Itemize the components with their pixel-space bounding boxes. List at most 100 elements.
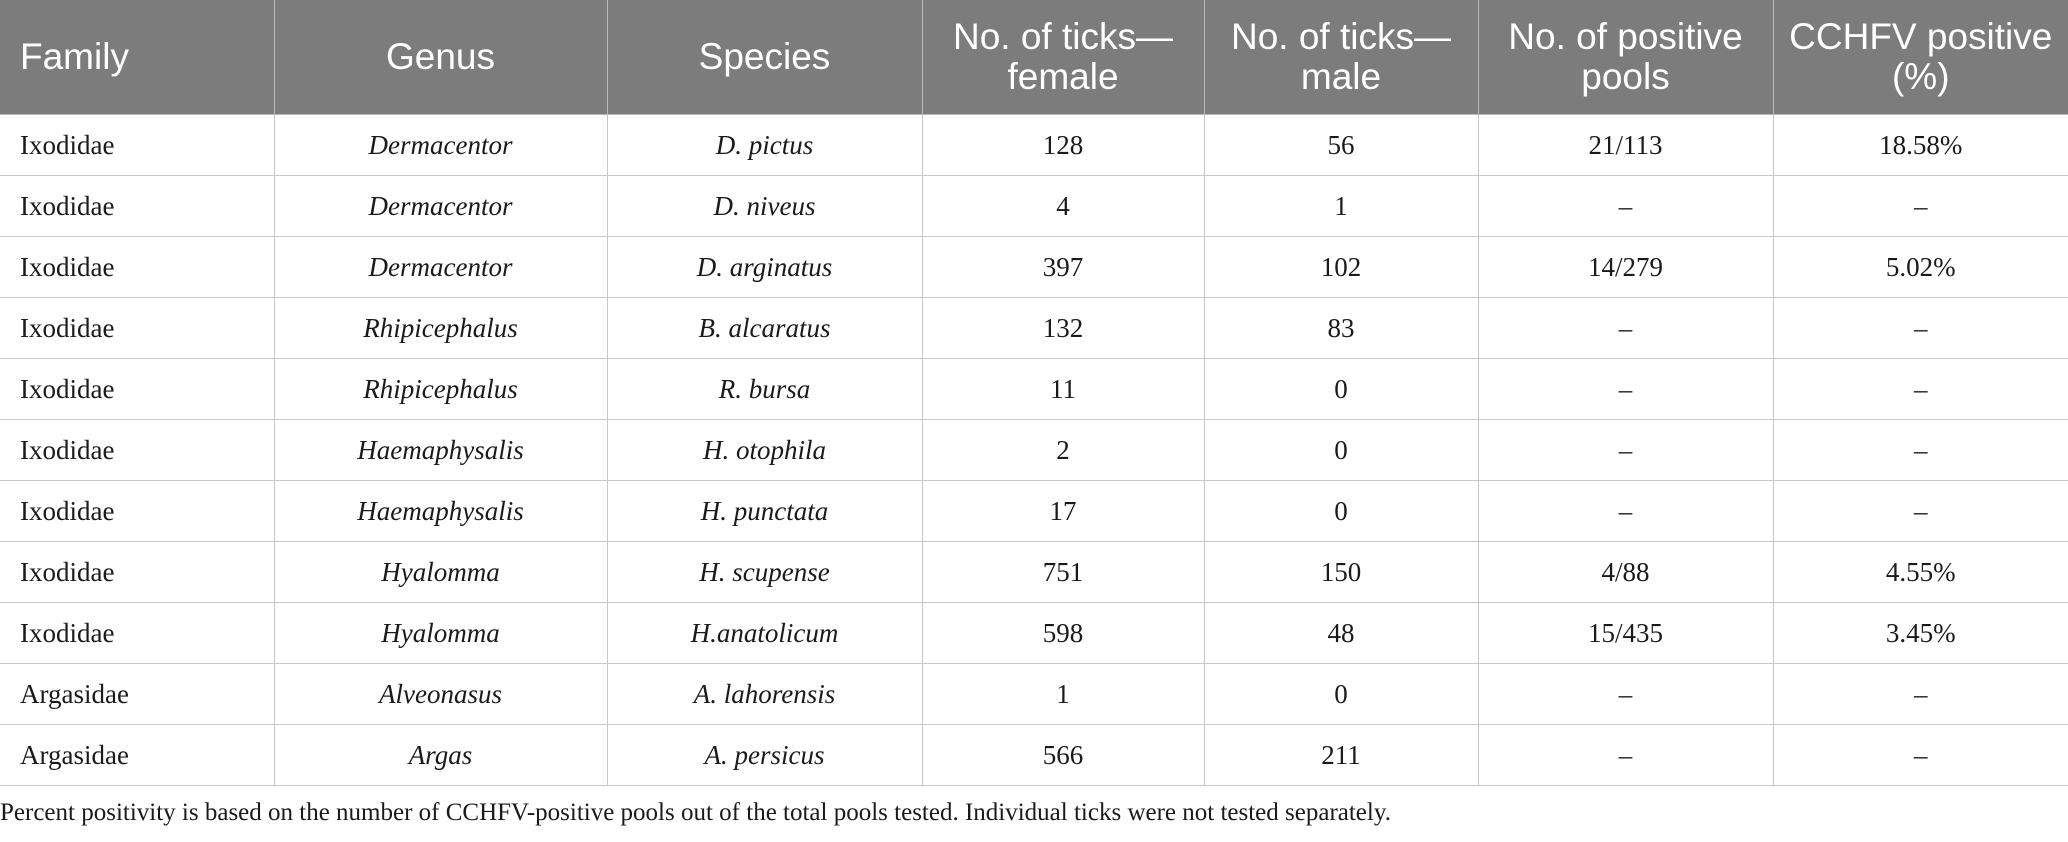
column-header: Species bbox=[607, 0, 923, 115]
female-count-cell: 132 bbox=[922, 297, 1205, 359]
female-count-cell: 17 bbox=[922, 480, 1205, 542]
family-cell: Ixodidae bbox=[0, 114, 275, 176]
column-header: No. of ticks—female bbox=[922, 0, 1205, 115]
positive-percent-cell: 4.55% bbox=[1773, 541, 2068, 603]
female-count-cell: 11 bbox=[922, 358, 1205, 420]
positive-pools-cell: – bbox=[1478, 663, 1774, 725]
table-footnote: Percent positivity is based on the numbe… bbox=[0, 799, 1391, 826]
genus-cell: Dermacentor bbox=[274, 114, 608, 176]
female-count-cell: 751 bbox=[922, 541, 1205, 603]
column-header: No. of positive pools bbox=[1478, 0, 1774, 115]
family-cell: Ixodidae bbox=[0, 358, 275, 420]
family-cell: Argasidae bbox=[0, 663, 275, 725]
female-count-cell: 397 bbox=[922, 236, 1205, 298]
positive-pools-cell: 21/113 bbox=[1478, 114, 1774, 176]
table-row: Ixodidae Hyalomma H.anatolicum 598 48 15/435 3… bbox=[0, 602, 2068, 664]
positive-percent-cell: – bbox=[1773, 480, 2068, 542]
family-cell: Ixodidae bbox=[0, 175, 275, 237]
male-count-cell: 150 bbox=[1204, 541, 1479, 603]
genus-cell: Hyalomma bbox=[274, 602, 608, 664]
male-count-cell: 48 bbox=[1204, 602, 1479, 664]
table-row: Ixodidae Haemaphysalis H. otophila 2 0– – bbox=[0, 419, 2068, 481]
table-row: Ixodidae Dermacentor D. pictus 128 56 21/113 1… bbox=[0, 114, 2068, 176]
family-cell: Ixodidae bbox=[0, 541, 275, 603]
positive-pools-cell: 14/279 bbox=[1478, 236, 1774, 298]
female-count-cell: 128 bbox=[922, 114, 1205, 176]
female-count-cell: 566 bbox=[922, 724, 1205, 786]
family-cell: Ixodidae bbox=[0, 602, 275, 664]
positive-pools-cell: – bbox=[1478, 419, 1774, 481]
species-cell: H. otophila bbox=[607, 419, 923, 481]
positive-percent-cell: – bbox=[1773, 663, 2068, 725]
column-header: No. of ticks—male bbox=[1204, 0, 1479, 115]
tick-table: Family Genus Species No. of ticks—female No.… bbox=[0, 0, 2068, 786]
genus-cell: Rhipicephalus bbox=[274, 297, 608, 359]
positive-percent-cell: 3.45% bbox=[1773, 602, 2068, 664]
male-count-cell: 0 bbox=[1204, 419, 1479, 481]
positive-pools-cell: 15/435 bbox=[1478, 602, 1774, 664]
species-cell: H. scupense bbox=[607, 541, 923, 603]
family-cell: Ixodidae bbox=[0, 480, 275, 542]
male-count-cell: 0 bbox=[1204, 663, 1479, 725]
male-count-cell: 0 bbox=[1204, 480, 1479, 542]
genus-cell: Dermacentor bbox=[274, 175, 608, 237]
positive-percent-cell: 5.02% bbox=[1773, 236, 2068, 298]
table-row: Argasidae Alveonasus A. lahorensis 1 0– – bbox=[0, 663, 2068, 725]
family-cell: Argasidae bbox=[0, 724, 275, 786]
table-body: Ixodidae Dermacentor D. pictus 128 56 21/113 1… bbox=[0, 114, 2068, 786]
female-count-cell: 2 bbox=[922, 419, 1205, 481]
species-cell: B. alcaratus bbox=[607, 297, 923, 359]
genus-cell: Rhipicephalus bbox=[274, 358, 608, 420]
table-row: Ixodidae Rhipicephalus B. alcaratus 132 83– – bbox=[0, 297, 2068, 359]
table-row: Argasidae Argas A. persicus 566 211– – bbox=[0, 724, 2068, 786]
table-row: Ixodidae Hyalomma H. scupense 751 150 4/88 4.5… bbox=[0, 541, 2068, 603]
positive-pools-cell: – bbox=[1478, 724, 1774, 786]
female-count-cell: 1 bbox=[922, 663, 1205, 725]
column-header: Genus bbox=[274, 0, 608, 115]
header-row: Family Genus Species No. of ticks—female No.… bbox=[0, 0, 2068, 115]
table-row: Ixodidae Dermacentor D. niveus 4 1– – bbox=[0, 175, 2068, 237]
species-cell: A. persicus bbox=[607, 724, 923, 786]
genus-cell: Haemaphysalis bbox=[274, 480, 608, 542]
male-count-cell: 211 bbox=[1204, 724, 1479, 786]
table-row: Ixodidae Haemaphysalis H. punctata 17 0– – bbox=[0, 480, 2068, 542]
species-cell: D. arginatus bbox=[607, 236, 923, 298]
positive-pools-cell: – bbox=[1478, 297, 1774, 359]
genus-cell: Dermacentor bbox=[274, 236, 608, 298]
positive-percent-cell: – bbox=[1773, 175, 2068, 237]
column-header: CCHFV positive (%) bbox=[1773, 0, 2068, 115]
species-cell: D. niveus bbox=[607, 175, 923, 237]
positive-percent-cell: – bbox=[1773, 358, 2068, 420]
positive-pools-cell: – bbox=[1478, 175, 1774, 237]
positive-percent-cell: – bbox=[1773, 297, 2068, 359]
female-count-cell: 4 bbox=[922, 175, 1205, 237]
species-cell: R. bursa bbox=[607, 358, 923, 420]
positive-percent-cell: – bbox=[1773, 419, 2068, 481]
species-cell: H. punctata bbox=[607, 480, 923, 542]
table-row: Ixodidae Rhipicephalus R. bursa 11 0– – bbox=[0, 358, 2068, 420]
male-count-cell: 56 bbox=[1204, 114, 1479, 176]
column-header: Family bbox=[0, 0, 275, 115]
positive-pools-cell: – bbox=[1478, 358, 1774, 420]
table-header: Family Genus Species No. of ticks—female No.… bbox=[0, 0, 2068, 115]
male-count-cell: 83 bbox=[1204, 297, 1479, 359]
species-cell: H.anatolicum bbox=[607, 602, 923, 664]
positive-percent-cell: – bbox=[1773, 724, 2068, 786]
species-cell: D. pictus bbox=[607, 114, 923, 176]
table-row: Ixodidae Dermacentor D. arginatus 397 102 14/… bbox=[0, 236, 2068, 298]
female-count-cell: 598 bbox=[922, 602, 1205, 664]
genus-cell: Argas bbox=[274, 724, 608, 786]
genus-cell: Hyalomma bbox=[274, 541, 608, 603]
positive-pools-cell: 4/88 bbox=[1478, 541, 1774, 603]
genus-cell: Alveonasus bbox=[274, 663, 608, 725]
male-count-cell: 102 bbox=[1204, 236, 1479, 298]
family-cell: Ixodidae bbox=[0, 297, 275, 359]
genus-cell: Haemaphysalis bbox=[274, 419, 608, 481]
species-cell: A. lahorensis bbox=[607, 663, 923, 725]
family-cell: Ixodidae bbox=[0, 236, 275, 298]
male-count-cell: 1 bbox=[1204, 175, 1479, 237]
male-count-cell: 0 bbox=[1204, 358, 1479, 420]
family-cell: Ixodidae bbox=[0, 419, 275, 481]
positive-percent-cell: 18.58% bbox=[1773, 114, 2068, 176]
